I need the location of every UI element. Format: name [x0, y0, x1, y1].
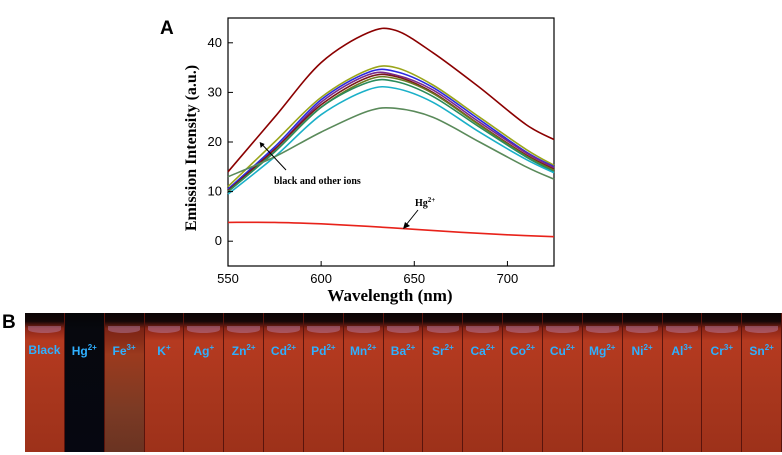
series-line-olive: [227, 75, 555, 193]
series-line-gray-green: [227, 106, 555, 180]
tube-label: Sn2+: [749, 343, 774, 358]
x-tick-label: 600: [310, 271, 332, 286]
tube-hg: Hg2+: [64, 313, 105, 452]
tube-al: Al3+: [662, 313, 703, 452]
series-line-top: [227, 27, 555, 173]
series-line-dark-red: [227, 73, 555, 192]
y-tick-label: 40: [208, 35, 222, 50]
tube-mg: Mg2+: [582, 313, 623, 452]
tube-sr: Sr2+: [423, 313, 464, 452]
tube-label: Mg2+: [589, 343, 616, 358]
series-line-cyan: [227, 85, 555, 195]
tube-label: Sr2+: [431, 343, 454, 358]
x-tick-label: 650: [403, 271, 425, 286]
series-line-yellow-green: [227, 65, 555, 188]
tube-label: Mn2+: [349, 343, 377, 358]
annotation-arrowhead-black: [259, 142, 265, 148]
tube-black: Black: [25, 313, 65, 452]
x-axis-title: Wavelength (nm): [327, 286, 452, 305]
tube-label: Co2+: [509, 343, 536, 358]
tube-label: Hg2+: [71, 343, 97, 358]
panel-b-label: B: [2, 312, 16, 333]
tube-label: Black: [28, 343, 61, 357]
tube-co: Co2+: [503, 313, 543, 452]
x-tick-label: 700: [497, 271, 519, 286]
y-tick-label: 10: [208, 184, 222, 199]
tube-cd: Cd2+: [264, 313, 304, 452]
tube-label: Cd2+: [270, 343, 297, 358]
annotation-arrow-black: [261, 143, 287, 171]
tube-ni: Ni2+: [622, 313, 663, 452]
tube-zn: Zn2+: [224, 313, 265, 452]
series-line-purple: [227, 71, 555, 193]
annotation-black-ions: black and other ions: [274, 176, 361, 187]
y-tick-label: 0: [215, 233, 222, 248]
tube-cr: Cr3+: [702, 313, 743, 452]
tube-ca: Ca2+: [463, 313, 504, 452]
tube-label: Pd2+: [311, 343, 336, 358]
series-line-teal-green: [227, 78, 555, 193]
tube-label: Ca2+: [470, 343, 495, 358]
tube-k: K+: [144, 313, 185, 452]
tube-ba: Ba2+: [383, 313, 424, 452]
y-axis-title: Emission Intensity (a.u.): [183, 65, 200, 231]
tube-label: Ba2+: [390, 343, 416, 358]
panel-a-label: A: [160, 18, 174, 39]
emission-chart: 550 600 650 700 0 10 20 30 40 black and other io…: [183, 17, 555, 305]
tube-cu: Cu2+: [542, 313, 583, 452]
tube-label: Fe3+: [112, 343, 136, 358]
tube-photo: Black Hg2+ Fe3+ K+ Ag+ Zn2+ Cd2+ Pd2+ Mn2+ Ba2+ Sr…: [25, 313, 782, 452]
series-line-Hg2+: [227, 221, 555, 238]
annotation-arrow-hg: [405, 209, 419, 226]
annotation-hg: Hg2+: [415, 196, 435, 209]
tube-label: Zn2+: [231, 343, 256, 358]
tube-label: K+: [157, 343, 171, 358]
tube-sn: Sn2+: [742, 313, 782, 452]
tube-label: Al3+: [671, 343, 693, 358]
tube-label: Ag+: [193, 343, 215, 358]
annotation-arrowhead-hg: [403, 222, 410, 229]
y-tick-label: 20: [208, 134, 222, 149]
tube-mn: Mn2+: [343, 313, 384, 452]
tube-label: Ni2+: [631, 343, 653, 358]
tube-label: Cu2+: [549, 343, 575, 358]
tube-pd: Pd2+: [303, 313, 344, 452]
tube-ag: Ag+: [184, 313, 225, 452]
tube-label: Cr3+: [710, 343, 733, 358]
x-tick-label: 550: [217, 271, 239, 286]
y-tick-label: 30: [208, 84, 222, 99]
series-line-blue: [227, 68, 555, 190]
tube-fe: Fe3+: [104, 313, 145, 452]
